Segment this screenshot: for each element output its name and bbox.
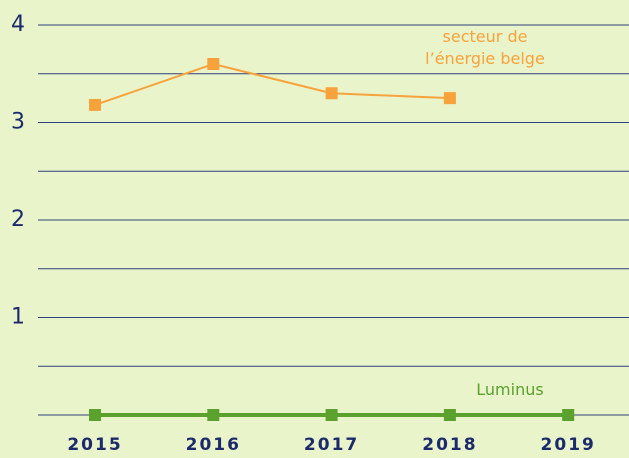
x-tick-label: 2017 (304, 435, 359, 455)
x-tick-label: 2018 (422, 435, 477, 455)
series-label: secteur de l’énergie belge (425, 27, 545, 68)
x-tick-label: 2019 (541, 435, 596, 455)
y-tick-label: 1 (11, 305, 25, 330)
marker (207, 58, 220, 70)
marker (89, 409, 101, 421)
y-tick-label: 4 (11, 12, 25, 37)
x-tick-label: 2015 (67, 435, 122, 455)
marker (325, 87, 338, 100)
marker (89, 98, 101, 111)
y-tick-label: 2 (11, 207, 25, 232)
marker (325, 409, 338, 421)
y-tick-label: 3 (11, 110, 25, 135)
marker (562, 409, 575, 421)
x-tick-label: 2016 (186, 435, 241, 455)
marker (443, 92, 456, 105)
marker (207, 409, 220, 421)
marker (443, 409, 456, 421)
series-label: Luminus (476, 380, 544, 399)
series-line (94, 62, 450, 106)
